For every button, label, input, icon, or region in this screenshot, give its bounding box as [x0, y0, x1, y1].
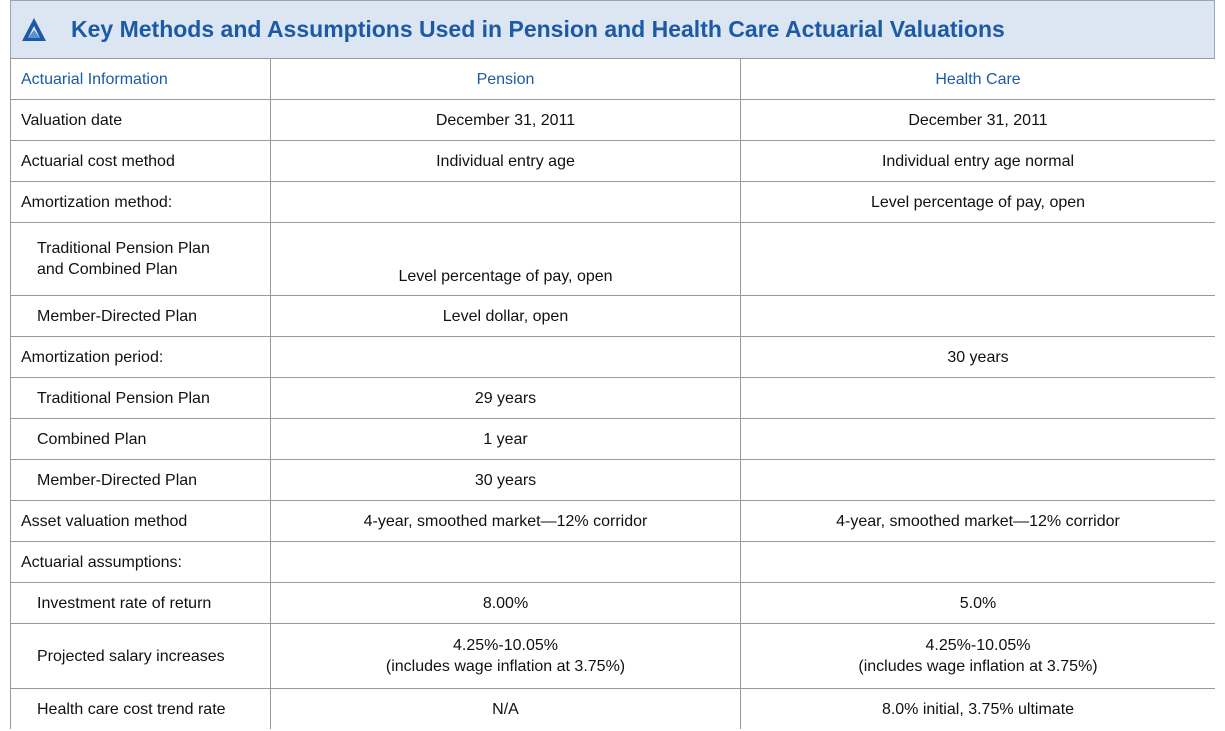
table-cell: Health care cost trend rate — [10, 688, 271, 729]
table: Actuarial Information Pension Health Care V… — [10, 58, 1215, 729]
table-cell — [270, 336, 741, 378]
table-cell — [740, 222, 1215, 296]
table-row: Actuarial assumptions: — [10, 541, 1215, 583]
table-row: Health care cost trend rate N/A 8.0% initi… — [10, 688, 1215, 729]
table-cell: Health Care — [740, 58, 1215, 100]
title: Key Methods and Assumptions Used in Pens… — [71, 16, 1005, 42]
table-cell: Level percentage of pay, open — [740, 181, 1215, 223]
table-cell — [270, 181, 741, 223]
table-cell — [740, 295, 1215, 337]
table-cell — [270, 541, 741, 583]
table-row: Combined Plan 1 year — [10, 418, 1215, 460]
table-cell: 5.0% — [740, 582, 1215, 624]
table-cell: December 31, 2011 — [270, 99, 741, 141]
table-cell: Individual entry age — [270, 140, 741, 182]
table-cell: Actuarial Information — [10, 58, 271, 100]
table-cell: 4-year, smoothed market—12% corridor — [270, 500, 741, 542]
table-cell: 4.25%-10.05% (includes wage inflation at… — [270, 623, 741, 689]
table-cell: Investment rate of return — [10, 582, 271, 624]
table-cell: Actuarial assumptions: — [10, 541, 271, 583]
table-row: Actuarial cost method Individual entry ag… — [10, 140, 1215, 182]
table-cell: 1 year — [270, 418, 741, 460]
table-row: Valuation date December 31, 2011 December … — [10, 99, 1215, 141]
table-row: Actuarial Information Pension Health Care — [10, 58, 1215, 100]
table-cell: Asset valuation method — [10, 500, 271, 542]
table-cell: Projected salary increases — [10, 623, 271, 689]
table-cell: Member-Directed Plan — [10, 459, 271, 501]
title-bar: Key Methods and Assumptions Used in Pens… — [10, 0, 1215, 58]
table-cell: 29 years — [270, 377, 741, 419]
table-row: Amortization period: 30 years — [10, 336, 1215, 378]
table-cell: Pension — [270, 58, 741, 100]
table-cell: 30 years — [740, 336, 1215, 378]
table-cell: Valuation date — [10, 99, 271, 141]
table-cell — [740, 541, 1215, 583]
logo — [22, 17, 46, 41]
table-row: Amortization method: Level percentage of … — [10, 181, 1215, 223]
table-row: Traditional Pension Plan 29 years — [10, 377, 1215, 419]
table-cell — [740, 377, 1215, 419]
table-row: Member-Directed Plan Level dollar, open — [10, 295, 1215, 337]
table-cell: Actuarial cost method — [10, 140, 271, 182]
table-row: Traditional Pension Plan and Combined Pl… — [10, 222, 1215, 296]
table-cell: 8.0% initial, 3.75% ultimate — [740, 688, 1215, 729]
table-cell: Amortization period: — [10, 336, 271, 378]
table-cell: Traditional Pension Plan — [10, 377, 271, 419]
table-cell: Level dollar, open — [270, 295, 741, 337]
table-cell: 4-year, smoothed market—12% corridor — [740, 500, 1215, 542]
table-cell: 30 years — [270, 459, 741, 501]
table-cell: Combined Plan — [10, 418, 271, 460]
table-cell: 4.25%-10.05% (includes wage inflation at… — [740, 623, 1215, 689]
table-row: Projected salary increases 4.25%-10.05% (… — [10, 623, 1215, 689]
document: Key Methods and Assumptions Used in Pens… — [10, 0, 1215, 731]
table-cell — [740, 418, 1215, 460]
table-cell: Traditional Pension Plan and Combined Pl… — [10, 222, 271, 296]
table-cell: N/A — [270, 688, 741, 729]
table-row: Member-Directed Plan 30 years — [10, 459, 1215, 501]
table-cell: Individual entry age normal — [740, 140, 1215, 182]
table-cell: Level percentage of pay, open — [270, 222, 741, 296]
table-cell: Member-Directed Plan — [10, 295, 271, 337]
table-row: Investment rate of return 8.00% 5.0% — [10, 582, 1215, 624]
table-cell: Amortization method: — [10, 181, 271, 223]
table-cell: December 31, 2011 — [740, 99, 1215, 141]
table-cell: 8.00% — [270, 582, 741, 624]
table-cell — [740, 459, 1215, 501]
table-row: Asset valuation method 4-year, smoothed m… — [10, 500, 1215, 542]
